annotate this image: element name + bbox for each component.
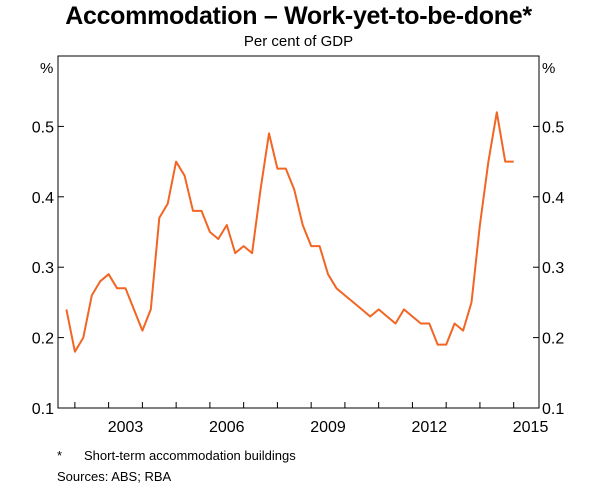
x-tick-label: 2015 [513, 419, 549, 436]
y-tick-label-left: 0.1 [32, 401, 54, 418]
x-tick-label: 2009 [310, 419, 346, 436]
sources-label: Sources: [57, 469, 109, 484]
x-tick-label: 2006 [209, 419, 245, 436]
y-tick-label-left: 0.2 [32, 331, 54, 348]
sources: Sources: ABS; RBA [57, 469, 171, 484]
y-unit-left: % [40, 60, 53, 77]
footnote: * Short-term accommodation buildings [57, 448, 296, 463]
chart-title: Accommodation – Work-yet-to-be-done* [65, 2, 532, 30]
y-tick-label-left: 0.3 [32, 260, 54, 277]
y-tick-label-right: 0.4 [542, 190, 564, 207]
y-tick-label-right: 0.1 [542, 401, 564, 418]
x-tick-label: 2012 [412, 419, 448, 436]
chart-subtitle: Per cent of GDP [243, 33, 354, 50]
x-tick-label: 2003 [108, 419, 144, 436]
y-tick-label-right: 0.3 [542, 260, 564, 277]
footnote-mark: * [57, 448, 63, 463]
plot-frame [57, 55, 540, 409]
y-unit-right: % [542, 60, 555, 77]
y-tick-label-left: 0.4 [32, 190, 54, 207]
y-tick-label-left: 0.5 [32, 119, 54, 136]
y-tick-label-right: 0.2 [542, 331, 564, 348]
sources-text: ABS; RBA [111, 469, 172, 484]
series-line [65, 111, 514, 353]
y-tick-label-right: 0.5 [542, 119, 564, 136]
footnote-text: Short-term accommodation buildings [84, 448, 296, 463]
